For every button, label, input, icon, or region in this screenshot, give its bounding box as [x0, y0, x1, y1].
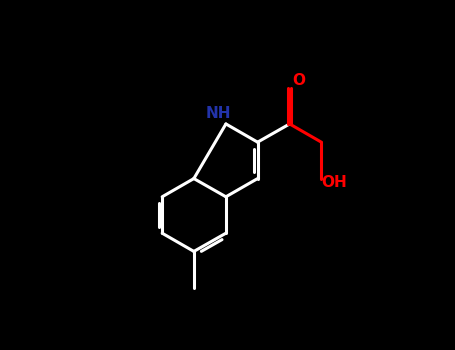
- Text: NH: NH: [205, 105, 231, 120]
- Text: OH: OH: [321, 175, 347, 190]
- Text: O: O: [292, 73, 305, 88]
